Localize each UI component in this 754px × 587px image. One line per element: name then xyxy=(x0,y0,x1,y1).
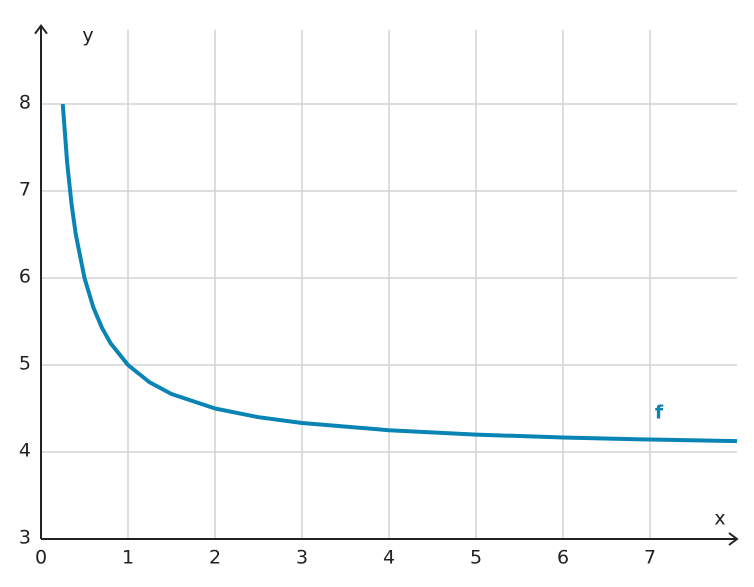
y-tick-label: 7 xyxy=(19,179,31,201)
line xyxy=(60,103,738,444)
x-tick-label: 1 xyxy=(122,547,134,569)
x-tick-label: 0 xyxy=(35,547,47,569)
x-tick-label: 5 xyxy=(470,547,482,569)
series-label: f xyxy=(655,402,664,424)
y-tick-label: 5 xyxy=(19,353,31,375)
x-tick-label: 4 xyxy=(383,547,395,569)
y-tick-label: 4 xyxy=(19,440,31,462)
y-axis-arrow xyxy=(34,24,48,35)
x-tick-label: 6 xyxy=(557,547,569,569)
y-tick-label: 8 xyxy=(19,92,31,114)
y-tick-label: 3 xyxy=(19,527,31,549)
y-tick-label: 6 xyxy=(19,266,31,288)
x-axis-arrow xyxy=(728,532,739,546)
y-axis-label: y xyxy=(82,25,93,47)
x-axis-label: x xyxy=(714,508,725,530)
x-tick-label: 2 xyxy=(209,547,221,569)
x-tick-label: 7 xyxy=(644,547,656,569)
x-tick-label: 3 xyxy=(296,547,308,569)
